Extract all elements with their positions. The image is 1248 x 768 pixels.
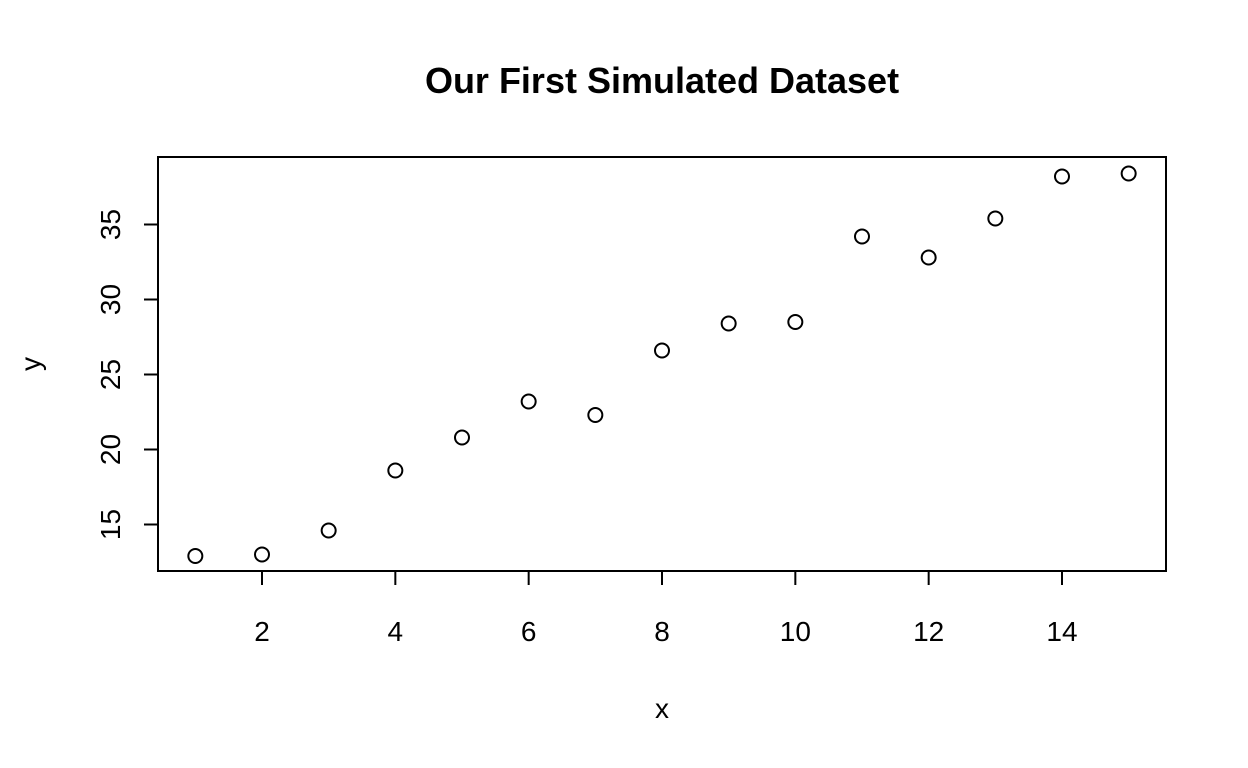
y-tick-label: 20 xyxy=(95,434,126,465)
x-tick-label: 14 xyxy=(1046,616,1077,647)
x-tick-label: 8 xyxy=(654,616,670,647)
x-tick-label: 4 xyxy=(388,616,404,647)
data-point xyxy=(854,228,870,245)
data-point xyxy=(1120,165,1137,182)
data-point xyxy=(654,342,670,359)
x-axis-label: x xyxy=(655,693,669,724)
x-tick-label: 6 xyxy=(521,616,537,647)
data-point xyxy=(787,314,804,330)
data-point xyxy=(320,522,337,539)
data-point xyxy=(1054,168,1070,185)
y-tick-label: 25 xyxy=(95,359,126,390)
data-point xyxy=(987,210,1004,227)
x-tick-label: 12 xyxy=(913,616,944,647)
plot-frame xyxy=(157,156,1167,572)
data-point xyxy=(254,546,270,563)
y-tick-label: 30 xyxy=(95,284,126,315)
data-point xyxy=(520,393,537,410)
data-point xyxy=(454,429,470,446)
data-point xyxy=(387,462,404,479)
chart-title: Our First Simulated Dataset xyxy=(425,60,899,101)
data-point xyxy=(920,249,937,266)
y-tick-label: 35 xyxy=(95,209,126,240)
x-tick-label: 10 xyxy=(780,616,811,647)
y-tick-label: 15 xyxy=(95,509,126,540)
x-tick-label: 2 xyxy=(254,616,270,647)
data-point xyxy=(720,315,737,332)
y-axis: 15 20 25 30 35 xyxy=(95,209,159,540)
data-points xyxy=(187,165,1137,564)
y-axis-label: y xyxy=(15,357,46,371)
data-point xyxy=(587,407,604,423)
data-point xyxy=(187,548,204,564)
x-axis: 2 4 6 8 10 12 14 xyxy=(254,570,1078,647)
